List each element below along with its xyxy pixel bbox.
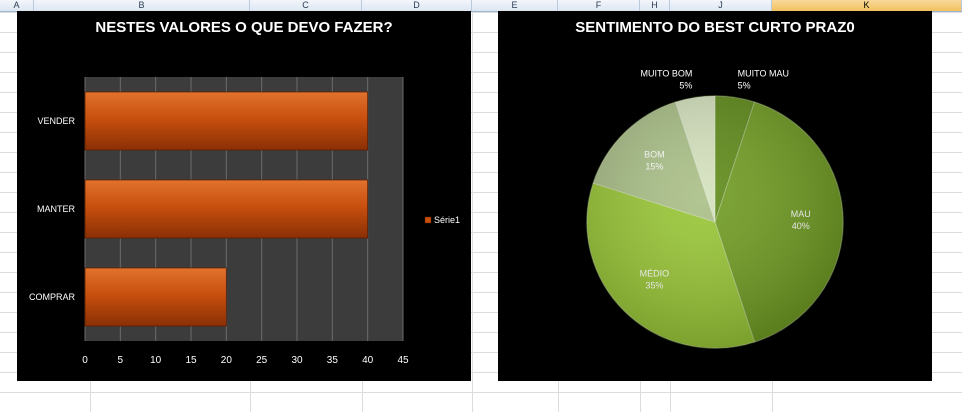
- x-tick-label: 0: [82, 355, 88, 366]
- x-tick-label: 5: [118, 355, 124, 366]
- bar: [84, 179, 369, 239]
- slice-label: MÉDIO: [640, 269, 670, 279]
- category-label: COMPRAR: [29, 292, 76, 302]
- slice-percent-label: 5%: [738, 80, 751, 90]
- column-header-k[interactable]: K: [772, 0, 962, 11]
- slice-label: MUITO MAU: [738, 68, 789, 78]
- category-label: VENDER: [37, 116, 75, 126]
- x-tick-label: 40: [362, 355, 374, 366]
- column-header-c[interactable]: C: [250, 0, 362, 11]
- x-tick-label: 45: [397, 355, 409, 366]
- x-tick-label: 25: [256, 355, 268, 366]
- x-tick-label: 30: [291, 355, 303, 366]
- column-header-h[interactable]: H: [640, 0, 670, 11]
- bar-chart-svg: 0 5 10 15 20 25 30 35 40 45 VENDER MANTER COMPRAR Sér…: [29, 77, 460, 366]
- slice-percent-label: 15%: [645, 161, 663, 171]
- slice-label: MAU: [791, 209, 811, 219]
- slice-label: BOM: [644, 149, 665, 159]
- pie-chart-title: SENTIMENTO DO BEST CURTO PRAZ0: [575, 19, 855, 36]
- gridline: [472, 12, 473, 412]
- pie-chart-svg: MUITO MAU 5% MAU 40% MÉDIO 35% BOM 15% MUITO BOM…: [586, 68, 844, 349]
- x-tick-label: 15: [185, 355, 197, 366]
- slice-percent-label: 5%: [679, 80, 692, 90]
- x-tick-label: 35: [327, 355, 339, 366]
- x-tick-label: 20: [221, 355, 233, 366]
- bar-chart-title: NESTES VALORES O QUE DEVO FAZER?: [95, 19, 393, 36]
- column-header-d[interactable]: D: [362, 0, 472, 11]
- bar-chart[interactable]: NESTES VALORES O QUE DEVO FAZER? 0 5 10 15 2…: [17, 11, 471, 381]
- column-header-e[interactable]: E: [472, 0, 558, 11]
- legend-label: Série1: [434, 215, 460, 225]
- slice-label: MUITO BOM: [641, 68, 693, 78]
- category-label: MANTER: [37, 204, 76, 214]
- legend-swatch: [424, 216, 432, 224]
- column-header-f[interactable]: F: [558, 0, 640, 11]
- column-header-bar: A B C D E F H J K: [0, 0, 962, 12]
- slice-percent-label: 40%: [792, 221, 810, 231]
- bar: [84, 91, 369, 151]
- pie-chart[interactable]: SENTIMENTO DO BEST CURTO PRAZ0 MUITO MAU…: [498, 11, 932, 381]
- slice-percent-label: 35%: [645, 281, 663, 291]
- column-header-a[interactable]: A: [0, 0, 34, 11]
- column-header-j[interactable]: J: [670, 0, 772, 11]
- x-tick-label: 10: [150, 355, 162, 366]
- bar: [84, 267, 227, 327]
- column-header-b[interactable]: B: [34, 0, 250, 11]
